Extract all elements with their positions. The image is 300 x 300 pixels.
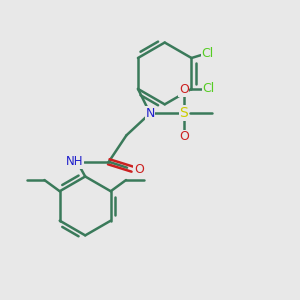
Text: NH: NH — [66, 155, 84, 168]
Text: O: O — [179, 83, 189, 96]
Text: Cl: Cl — [202, 47, 214, 60]
Text: O: O — [134, 163, 144, 176]
Text: O: O — [179, 130, 189, 143]
Text: Cl: Cl — [202, 82, 215, 95]
Text: N: N — [145, 107, 155, 120]
Text: S: S — [179, 106, 188, 120]
